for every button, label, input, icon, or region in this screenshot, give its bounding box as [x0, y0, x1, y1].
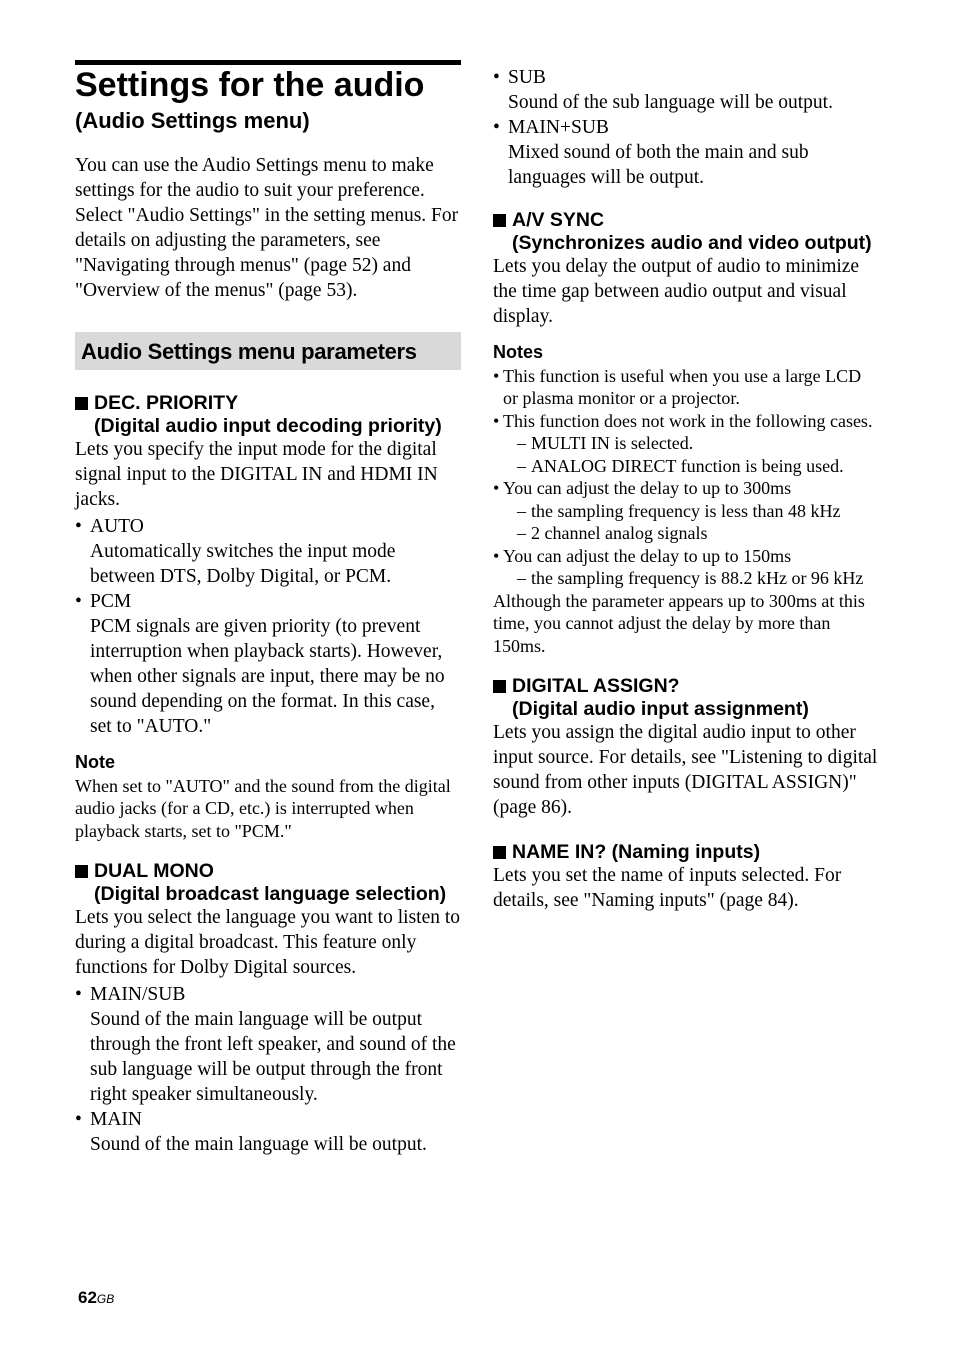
dual-mono-heading: DUAL MONO (Digital broadcast language se…: [75, 860, 461, 906]
note-item: This function is useful when you use a l…: [493, 365, 879, 410]
dash-list: the sampling frequency is less than 48 k…: [503, 500, 879, 545]
dec-priority-heading: DEC. PRIORITY (Digital audio input decod…: [75, 392, 461, 438]
list-item: PCM PCM signals are given priority (to p…: [75, 590, 461, 740]
list-item: MAIN/SUB Sound of the main language will…: [75, 983, 461, 1108]
list-item: MAIN Sound of the main language will be …: [75, 1108, 461, 1158]
name-in-title: NAME IN? (Naming inputs): [512, 841, 760, 863]
dual-mono-subtitle: (Digital broadcast language selection): [94, 883, 446, 905]
item-name: AUTO: [90, 516, 144, 537]
item-name: MAIN: [90, 1109, 142, 1130]
item-desc: Mixed sound of both the main and sub lan…: [508, 141, 879, 191]
list-item: SUB Sound of the sub language will be ou…: [493, 66, 879, 116]
item-desc: Automatically switches the input mode be…: [90, 540, 461, 590]
page-subtitle: (Audio Settings menu): [75, 108, 461, 134]
notes-heading: Notes: [493, 342, 879, 363]
item-desc: Sound of the main language will be outpu…: [90, 1133, 461, 1158]
dash-item: the sampling frequency is less than 48 k…: [517, 500, 879, 523]
dash-item: ANALOG DIRECT function is being used.: [517, 455, 879, 478]
note-heading: Note: [75, 752, 461, 773]
square-bullet-icon: [493, 680, 506, 693]
intro-paragraph: You can use the Audio Settings menu to m…: [75, 154, 461, 304]
square-bullet-icon: [75, 865, 88, 878]
item-desc: Sound of the sub language will be output…: [508, 91, 879, 116]
dual-mono-list-cont: SUB Sound of the sub language will be ou…: [493, 66, 879, 191]
dec-priority-list: AUTO Automatically switches the input mo…: [75, 515, 461, 740]
dual-mono-title: DUAL MONO: [94, 860, 214, 882]
digital-assign-lead: Lets you assign the digital audio input …: [493, 721, 879, 821]
dec-priority-title: DEC. PRIORITY: [94, 392, 238, 414]
dash-list: MULTI IN is selected. ANALOG DIRECT func…: [503, 432, 879, 477]
section-bar: Audio Settings menu parameters: [75, 332, 461, 370]
name-in-lead: Lets you set the name of inputs selected…: [493, 864, 879, 914]
av-sync-trailing: Although the parameter appears up to 300…: [493, 590, 879, 658]
right-column: SUB Sound of the sub language will be ou…: [493, 60, 879, 1158]
dual-mono-list: MAIN/SUB Sound of the main language will…: [75, 983, 461, 1158]
square-bullet-icon: [493, 214, 506, 227]
dual-mono-lead: Lets you select the language you want to…: [75, 906, 461, 981]
note-text: You can adjust the delay to up to 300ms: [503, 478, 791, 498]
title-rule: [75, 60, 461, 65]
digital-assign-heading: DIGITAL ASSIGN? (Digital audio input ass…: [493, 675, 879, 721]
av-sync-title: A/V SYNC: [512, 209, 604, 231]
dash-item: MULTI IN is selected.: [517, 432, 879, 455]
page-region: GB: [97, 1292, 114, 1306]
digital-assign-title: DIGITAL ASSIGN?: [512, 675, 680, 697]
item-desc: PCM signals are given priority (to preve…: [90, 615, 461, 740]
item-name: PCM: [90, 591, 131, 612]
note-item: You can adjust the delay to up to 300ms …: [493, 477, 879, 545]
list-item: AUTO Automatically switches the input mo…: [75, 515, 461, 590]
page-footer: 62GB: [78, 1288, 114, 1308]
item-name: MAIN+SUB: [508, 117, 609, 138]
item-desc: Sound of the main language will be outpu…: [90, 1008, 461, 1108]
item-name: MAIN/SUB: [90, 984, 185, 1005]
dec-priority-subtitle: (Digital audio input decoding priority): [94, 415, 442, 437]
dash-list: the sampling frequency is 88.2 kHz or 96…: [503, 567, 879, 590]
dec-priority-lead: Lets you specify the input mode for the …: [75, 438, 461, 513]
left-column: Settings for the audio (Audio Settings m…: [75, 60, 461, 1158]
note-item: This function does not work in the follo…: [493, 410, 879, 478]
list-item: MAIN+SUB Mixed sound of both the main an…: [493, 116, 879, 191]
av-sync-lead: Lets you delay the output of audio to mi…: [493, 255, 879, 330]
page-title: Settings for the audio: [75, 67, 461, 104]
square-bullet-icon: [493, 846, 506, 859]
digital-assign-subtitle: (Digital audio input assignment): [512, 698, 809, 720]
note-body: When set to "AUTO" and the sound from th…: [75, 775, 461, 843]
item-name: SUB: [508, 67, 546, 88]
dash-item: 2 channel analog signals: [517, 522, 879, 545]
dash-item: the sampling frequency is 88.2 kHz or 96…: [517, 567, 879, 590]
av-sync-heading: A/V SYNC (Synchronizes audio and video o…: [493, 209, 879, 255]
note-text: This function does not work in the follo…: [503, 411, 872, 431]
name-in-heading: NAME IN? (Naming inputs): [493, 841, 879, 864]
note-item: You can adjust the delay to up to 150ms …: [493, 545, 879, 590]
page-number: 62: [78, 1288, 97, 1307]
square-bullet-icon: [75, 397, 88, 410]
av-sync-notes: This function is useful when you use a l…: [493, 365, 879, 590]
note-text: You can adjust the delay to up to 150ms: [503, 546, 791, 566]
av-sync-subtitle: (Synchronizes audio and video output): [512, 232, 872, 254]
